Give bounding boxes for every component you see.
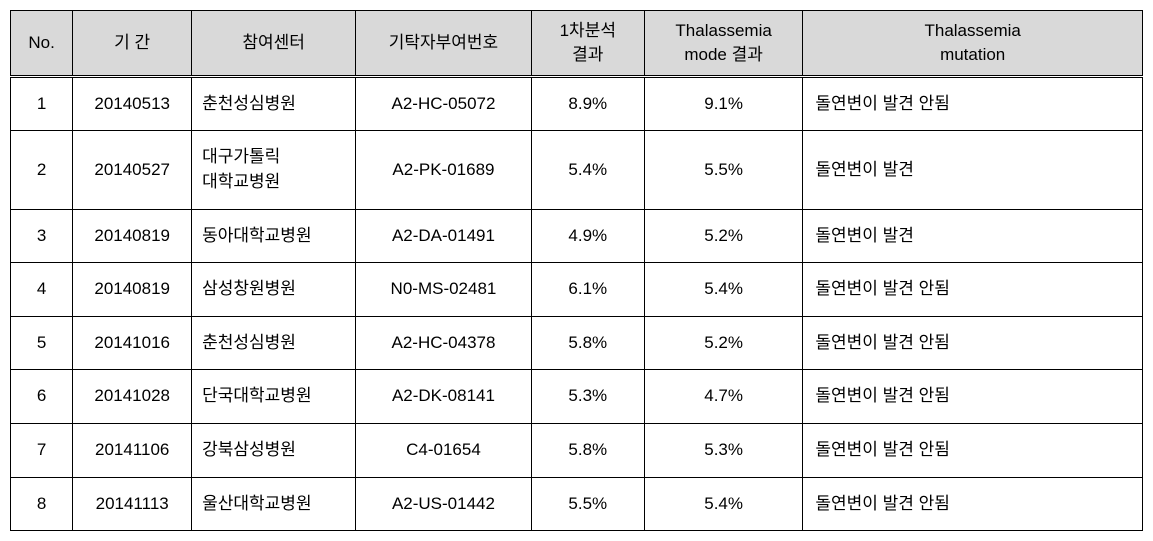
table-row: 520141016춘천성심병원A2-HC-043785.8%5.2%돌연변이 발…: [11, 316, 1143, 370]
cell-center: 대구가톨릭대학교병원: [192, 131, 356, 209]
cell-result2: 9.1%: [644, 76, 802, 131]
table-body: 120140513춘천성심병원A2-HC-050728.9%9.1%돌연변이 발…: [11, 76, 1143, 531]
cell-result1: 8.9%: [531, 76, 644, 131]
table-row: 820141113울산대학교병원A2-US-014425.5%5.4%돌연변이 …: [11, 477, 1143, 531]
cell-result1: 5.8%: [531, 316, 644, 370]
cell-center: 강북삼성병원: [192, 424, 356, 478]
cell-result1: 4.9%: [531, 209, 644, 263]
cell-period: 20141016: [73, 316, 192, 370]
cell-result2: 5.2%: [644, 209, 802, 263]
cell-no: 3: [11, 209, 73, 263]
cell-center: 춘천성심병원: [192, 316, 356, 370]
table-row: 420140819삼성창원병원N0-MS-024816.1%5.4%돌연변이 발…: [11, 263, 1143, 317]
cell-center: 삼성창원병원: [192, 263, 356, 317]
table-row: 620141028단국대학교병원A2-DK-081415.3%4.7%돌연변이 …: [11, 370, 1143, 424]
cell-result1: 5.5%: [531, 477, 644, 531]
cell-mutation: 돌연변이 발견 안됨: [803, 316, 1143, 370]
cell-mutation: 돌연변이 발견: [803, 131, 1143, 209]
header-no: No.: [11, 11, 73, 77]
cell-period: 20140527: [73, 131, 192, 209]
cell-no: 5: [11, 316, 73, 370]
cell-mutation: 돌연변이 발견 안됨: [803, 424, 1143, 478]
cell-result1: 6.1%: [531, 263, 644, 317]
table-row: 120140513춘천성심병원A2-HC-050728.9%9.1%돌연변이 발…: [11, 76, 1143, 131]
cell-period: 20140819: [73, 263, 192, 317]
cell-code: A2-DA-01491: [356, 209, 531, 263]
cell-center: 울산대학교병원: [192, 477, 356, 531]
cell-no: 7: [11, 424, 73, 478]
cell-code: A2-HC-04378: [356, 316, 531, 370]
cell-result1: 5.3%: [531, 370, 644, 424]
cell-mutation: 돌연변이 발견 안됨: [803, 263, 1143, 317]
table-header: No. 기 간 참여센터 기탁자부여번호 1차분석결과 Thalassemiam…: [11, 11, 1143, 77]
cell-result2: 5.5%: [644, 131, 802, 209]
cell-result2: 5.4%: [644, 263, 802, 317]
cell-period: 20141106: [73, 424, 192, 478]
table-row: 220140527대구가톨릭대학교병원A2-PK-016895.4%5.5%돌연…: [11, 131, 1143, 209]
header-mutation: Thalassemiamutation: [803, 11, 1143, 77]
cell-code: C4-01654: [356, 424, 531, 478]
cell-mutation: 돌연변이 발견: [803, 209, 1143, 263]
cell-code: A2-HC-05072: [356, 76, 531, 131]
cell-center: 동아대학교병원: [192, 209, 356, 263]
cell-period: 20140513: [73, 76, 192, 131]
cell-mutation: 돌연변이 발견 안됨: [803, 477, 1143, 531]
data-table: No. 기 간 참여센터 기탁자부여번호 1차분석결과 Thalassemiam…: [10, 10, 1143, 531]
cell-result2: 5.3%: [644, 424, 802, 478]
cell-period: 20141028: [73, 370, 192, 424]
cell-result1: 5.4%: [531, 131, 644, 209]
cell-period: 20140819: [73, 209, 192, 263]
cell-code: A2-PK-01689: [356, 131, 531, 209]
cell-mutation: 돌연변이 발견 안됨: [803, 370, 1143, 424]
header-center: 참여센터: [192, 11, 356, 77]
cell-result2: 4.7%: [644, 370, 802, 424]
header-period: 기 간: [73, 11, 192, 77]
cell-code: N0-MS-02481: [356, 263, 531, 317]
table-row: 320140819동아대학교병원A2-DA-014914.9%5.2%돌연변이 …: [11, 209, 1143, 263]
cell-center: 춘천성심병원: [192, 76, 356, 131]
cell-code: A2-US-01442: [356, 477, 531, 531]
cell-period: 20141113: [73, 477, 192, 531]
cell-no: 4: [11, 263, 73, 317]
header-code: 기탁자부여번호: [356, 11, 531, 77]
cell-result1: 5.8%: [531, 424, 644, 478]
cell-result2: 5.4%: [644, 477, 802, 531]
cell-no: 2: [11, 131, 73, 209]
cell-no: 1: [11, 76, 73, 131]
cell-code: A2-DK-08141: [356, 370, 531, 424]
table-row: 720141106강북삼성병원C4-016545.8%5.3%돌연변이 발견 안…: [11, 424, 1143, 478]
header-row: No. 기 간 참여센터 기탁자부여번호 1차분석결과 Thalassemiam…: [11, 11, 1143, 77]
cell-no: 8: [11, 477, 73, 531]
header-result1: 1차분석결과: [531, 11, 644, 77]
cell-result2: 5.2%: [644, 316, 802, 370]
cell-center: 단국대학교병원: [192, 370, 356, 424]
header-result2: Thalassemiamode 결과: [644, 11, 802, 77]
cell-mutation: 돌연변이 발견 안됨: [803, 76, 1143, 131]
cell-no: 6: [11, 370, 73, 424]
